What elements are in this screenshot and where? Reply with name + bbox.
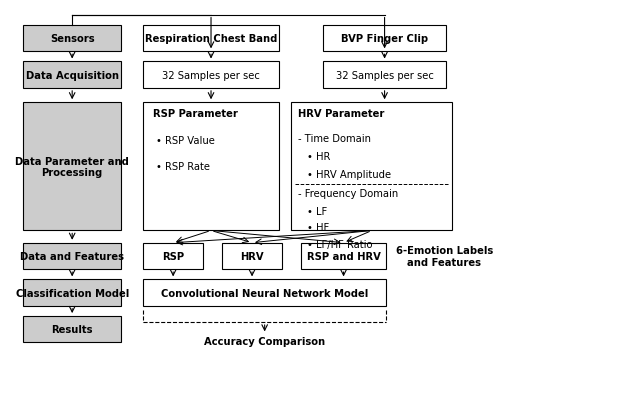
Text: • HR: • HR: [307, 152, 331, 162]
Text: HRV Parameter: HRV Parameter: [298, 109, 384, 119]
Text: Classification Model: Classification Model: [15, 288, 129, 298]
FancyBboxPatch shape: [323, 26, 446, 52]
FancyBboxPatch shape: [23, 62, 121, 89]
Text: 6-Emotion Labels
and Features: 6-Emotion Labels and Features: [396, 245, 493, 267]
FancyBboxPatch shape: [143, 62, 279, 89]
FancyBboxPatch shape: [143, 103, 279, 231]
Text: Data Parameter and
Processing: Data Parameter and Processing: [15, 156, 129, 178]
FancyBboxPatch shape: [23, 280, 121, 306]
FancyBboxPatch shape: [143, 26, 279, 52]
Text: • LF: • LF: [307, 207, 328, 216]
Text: • HF: • HF: [307, 223, 330, 233]
Text: Data Acquisition: Data Acquisition: [26, 70, 118, 81]
Text: • RSP Rate: • RSP Rate: [156, 162, 210, 172]
Text: • RSP Value: • RSP Value: [156, 135, 214, 146]
Text: 32 Samples per sec: 32 Samples per sec: [335, 70, 433, 81]
FancyBboxPatch shape: [23, 103, 121, 231]
Text: BVP Finger Clip: BVP Finger Clip: [341, 34, 428, 44]
FancyBboxPatch shape: [301, 243, 386, 270]
Text: Respiration Chest Band: Respiration Chest Band: [145, 34, 277, 44]
FancyBboxPatch shape: [323, 62, 446, 89]
Text: • LF/HF Ratio: • LF/HF Ratio: [307, 239, 372, 249]
Text: Convolutional Neural Network Model: Convolutional Neural Network Model: [161, 288, 368, 298]
Text: - Frequency Domain: - Frequency Domain: [298, 188, 398, 198]
Text: Sensors: Sensors: [50, 34, 95, 44]
Text: Results: Results: [51, 324, 93, 335]
Text: • HRV Amplitude: • HRV Amplitude: [307, 169, 392, 179]
FancyBboxPatch shape: [23, 243, 121, 270]
Text: Data and Features: Data and Features: [20, 251, 124, 261]
Text: - Time Domain: - Time Domain: [298, 133, 371, 144]
Text: RSP: RSP: [162, 251, 184, 261]
Text: RSP and HRV: RSP and HRV: [307, 251, 381, 261]
FancyBboxPatch shape: [291, 103, 452, 231]
FancyBboxPatch shape: [222, 243, 282, 270]
Text: Accuracy Comparison: Accuracy Comparison: [204, 337, 325, 346]
Text: 32 Samples per sec: 32 Samples per sec: [162, 70, 260, 81]
FancyBboxPatch shape: [143, 243, 203, 270]
FancyBboxPatch shape: [23, 26, 121, 52]
FancyBboxPatch shape: [143, 280, 386, 306]
Text: HRV: HRV: [240, 251, 264, 261]
Text: RSP Parameter: RSP Parameter: [153, 109, 237, 119]
FancyBboxPatch shape: [23, 316, 121, 343]
